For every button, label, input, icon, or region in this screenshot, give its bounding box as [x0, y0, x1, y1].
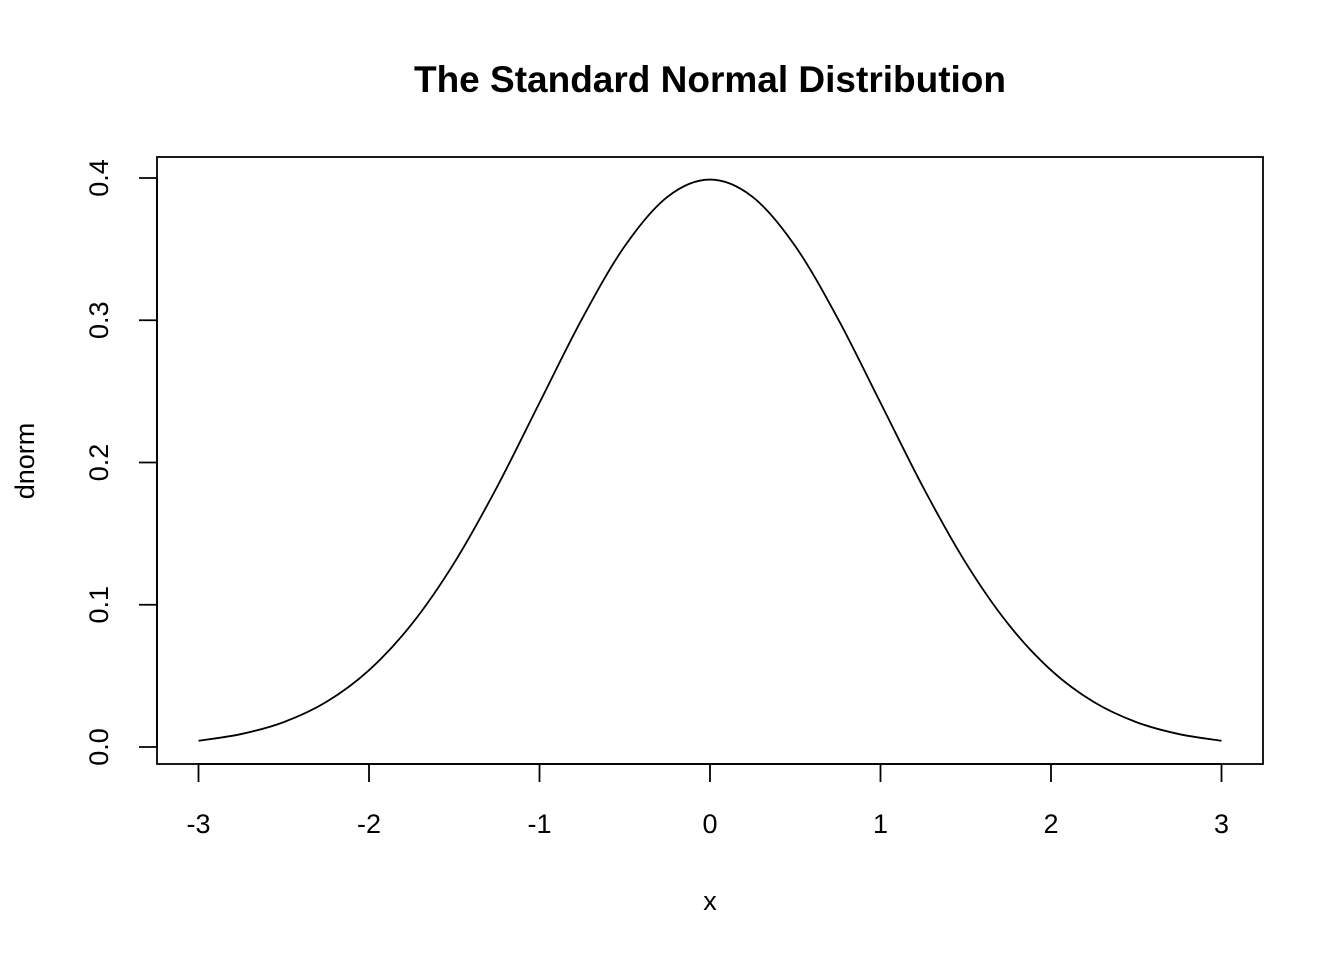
- x-tick-label: -1: [527, 809, 551, 839]
- y-tick-label: 0.3: [84, 301, 114, 339]
- x-axis: -3 -2 -1 0 1 2 3: [186, 763, 1229, 839]
- y-tick-label: 0.2: [84, 444, 114, 482]
- x-tick-label: 2: [1043, 809, 1058, 839]
- density-curve: [198, 178, 1222, 742]
- x-tick-label: 3: [1214, 809, 1229, 839]
- plot-frame: [156, 156, 1264, 765]
- y-tick-label: 0.0: [84, 728, 114, 766]
- x-tick-label: 1: [873, 809, 888, 839]
- chart-title: The Standard Normal Distribution: [414, 59, 1006, 100]
- y-axis: 0.0 0.1 0.2 0.3 0.4: [84, 159, 158, 766]
- x-axis-label: x: [703, 886, 717, 916]
- series-layer: [198, 178, 1222, 742]
- x-tick-label: -2: [357, 809, 381, 839]
- y-tick-label: 0.1: [84, 586, 114, 624]
- x-tick-label: 0: [702, 809, 717, 839]
- x-tick-label: -3: [186, 809, 210, 839]
- y-tick-label: 0.4: [84, 159, 114, 197]
- y-axis-label: dnorm: [10, 423, 40, 500]
